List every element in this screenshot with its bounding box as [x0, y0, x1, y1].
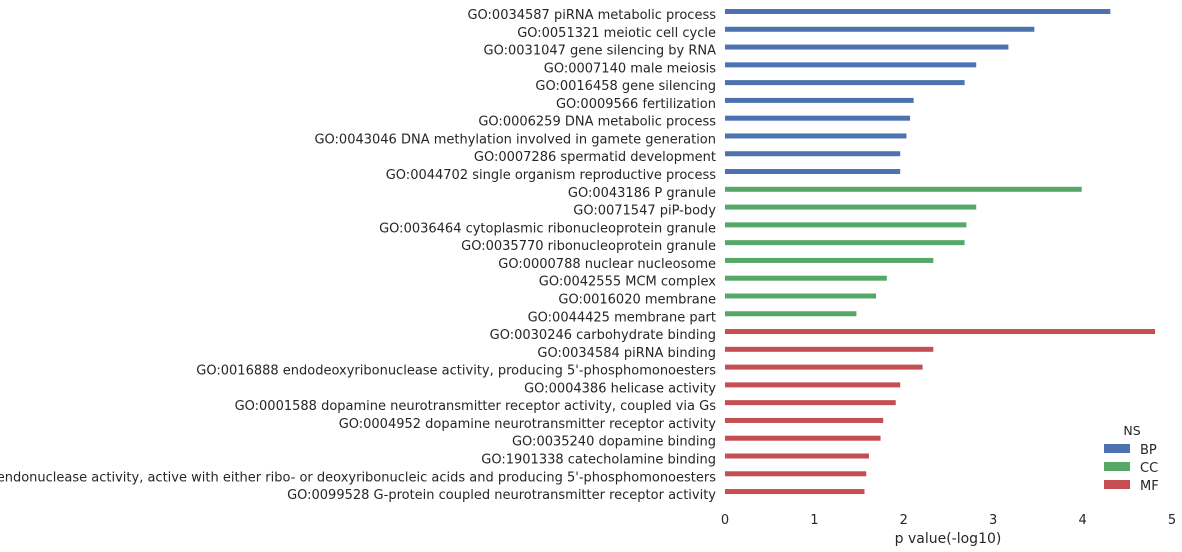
bar-mf	[725, 435, 881, 441]
y-tick-label: GO:0007286 spermatid development	[474, 150, 716, 165]
bar-cc	[725, 222, 967, 228]
y-tick-label: GO:0099528 G-protein coupled neurotransm…	[287, 488, 716, 503]
bar-cc	[725, 293, 877, 299]
y-tick-label: GO:0016893 endonuclease activity, active…	[0, 470, 716, 485]
y-tick-label: GO:0043046 DNA methylation involved in g…	[314, 132, 716, 147]
y-tick-label: GO:0034584 piRNA binding	[537, 346, 716, 361]
legend-swatch-mf	[1104, 480, 1130, 489]
x-tick-label: 4	[1078, 513, 1086, 528]
y-tick-label: GO:0044702 single organism reproductive …	[386, 168, 716, 183]
bar-cc	[725, 311, 857, 317]
legend-swatch-cc	[1104, 462, 1130, 471]
bar-mf	[725, 329, 1156, 335]
bar-mf	[725, 346, 934, 352]
y-tick-label: GO:0043186 P granule	[568, 186, 716, 201]
legend: NS BP CC MF	[1104, 423, 1159, 494]
bar-cc	[725, 257, 934, 263]
legend-entries: BP CC MF	[1104, 443, 1159, 494]
x-tick-label: 5	[1168, 513, 1176, 528]
y-tick-label: GO:0000788 nuclear nucleosome	[498, 257, 716, 272]
x-tick-label: 2	[900, 513, 908, 528]
y-tick-label: GO:0016458 gene silencing	[535, 79, 716, 94]
bar-mf	[725, 489, 865, 495]
y-tick-label: GO:0034587 piRNA metabolic process	[467, 8, 716, 23]
bar-mf	[725, 417, 884, 423]
y-tick-label: GO:0007140 male meiosis	[544, 61, 716, 76]
x-tick-labels: 0 1 2 3 4 5	[721, 513, 1176, 528]
bar-bp	[725, 115, 911, 121]
y-tick-label: GO:0006259 DNA metabolic process	[478, 115, 716, 130]
bar-bp	[725, 97, 914, 103]
y-tick-label: GO:0071547 piP-body	[573, 204, 716, 219]
bar-cc	[725, 204, 977, 210]
y-tick-label: GO:0004386 helicase activity	[524, 381, 716, 396]
y-tick-label: GO:0016020 membrane	[558, 292, 716, 307]
bar-cc	[725, 186, 1082, 192]
y-tick-labels: GO:0034587 piRNA metabolic process GO:005…	[0, 8, 716, 503]
legend-label-mf: MF	[1140, 479, 1159, 494]
y-tick-label: GO:0044425 membrane part	[528, 310, 716, 325]
bar-cc	[725, 240, 965, 246]
bars-group	[725, 9, 1156, 495]
y-tick-label: GO:0042555 MCM complex	[539, 275, 717, 290]
bar-mf	[725, 364, 923, 370]
bar-bp	[725, 62, 977, 68]
bar-cc	[725, 275, 887, 281]
y-tick-label: GO:0030246 carbohydrate binding	[490, 328, 716, 343]
bar-bp	[725, 80, 965, 86]
y-tick-label: GO:0051321 meiotic cell cycle	[517, 26, 716, 41]
bar-mf	[725, 382, 901, 388]
y-tick-label: GO:0001588 dopamine neurotransmitter rec…	[235, 399, 717, 414]
x-tick-label: 0	[721, 513, 729, 528]
y-tick-label: GO:0036464 cytoplasmic ribonucleoprotein…	[379, 221, 716, 236]
legend-title: NS	[1123, 423, 1140, 438]
legend-label-cc: CC	[1140, 461, 1158, 476]
bar-bp	[725, 133, 907, 139]
x-tick-label: 1	[810, 513, 818, 528]
y-tick-label: GO:0035770 ribonucleoprotein granule	[461, 239, 716, 254]
y-tick-label: GO:1901338 catecholamine binding	[481, 453, 716, 468]
bar-mf	[725, 400, 896, 406]
legend-label-bp: BP	[1140, 443, 1157, 458]
y-tick-label: GO:0031047 gene silencing by RNA	[484, 44, 717, 59]
bar-mf	[725, 471, 867, 477]
y-tick-label: GO:0009566 fertilization	[556, 97, 716, 112]
legend-swatch-bp	[1104, 444, 1130, 453]
x-axis-label: p value(-log10)	[895, 531, 1002, 547]
bar-bp	[725, 44, 1009, 50]
bar-mf	[725, 453, 869, 459]
bar-bp	[725, 151, 901, 157]
bar-bp	[725, 169, 901, 175]
bar-bp	[725, 9, 1111, 14]
y-tick-label: GO:0035240 dopamine binding	[512, 435, 716, 450]
y-tick-label: GO:0016888 endodeoxyribonuclease activit…	[196, 364, 716, 379]
x-tick-label: 3	[989, 513, 997, 528]
y-tick-label: GO:0004952 dopamine neurotransmitter rec…	[339, 417, 717, 432]
bar-bp	[725, 26, 1035, 32]
